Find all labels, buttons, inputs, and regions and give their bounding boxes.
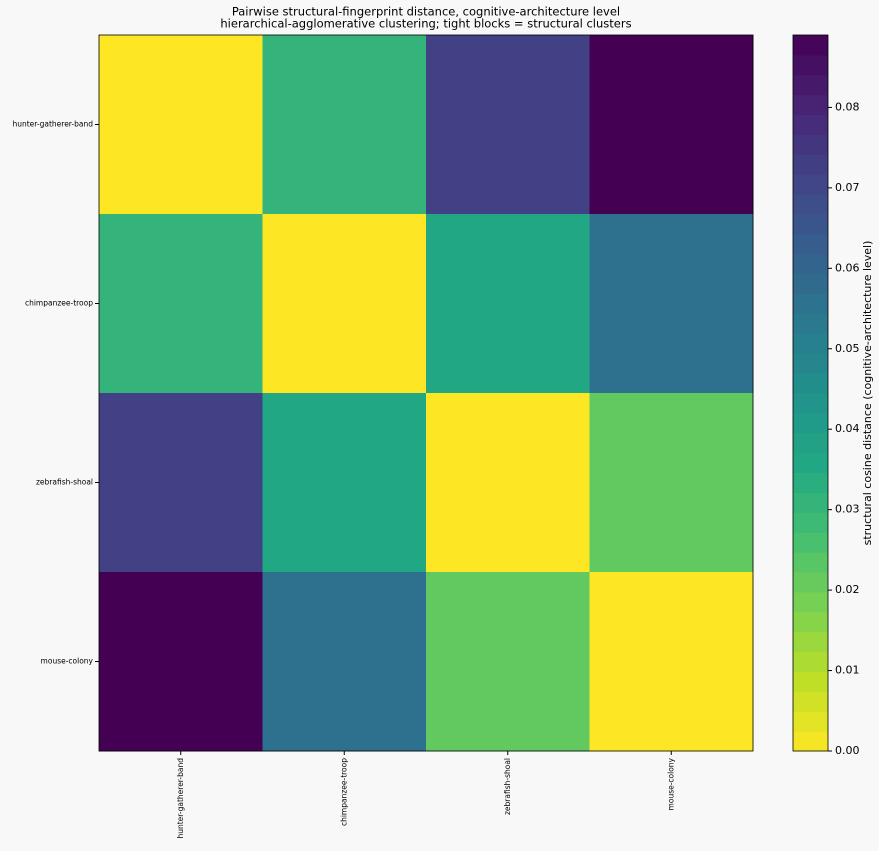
colorbar-segment [793, 512, 828, 533]
x-tick-label: zebrafish-shoal [503, 758, 512, 815]
colorbar-segment [793, 611, 828, 633]
colorbar-label: structural cosine distance (cognitive-ar… [861, 241, 874, 546]
colorbar-segment [793, 253, 828, 275]
y-tick-label: mouse-colony [41, 657, 94, 666]
colorbar-segment [793, 393, 828, 414]
colorbar-segment [793, 412, 828, 434]
y-tick-label: hunter-gatherer-band [12, 120, 93, 129]
x-tick-label: hunter-gatherer-band [176, 758, 185, 839]
colorbar-segment [793, 432, 828, 454]
heatmap-cell [262, 393, 427, 573]
colorbar-segment [793, 154, 828, 175]
heatmap-cell [262, 214, 427, 394]
y-tick-label: zebrafish-shoal [36, 478, 93, 487]
chart-title: Pairwise structural-fingerprint distance… [232, 5, 620, 19]
colorbar-segment [793, 373, 828, 394]
colorbar-segment [793, 671, 828, 692]
colorbar-segment [793, 651, 828, 672]
chart-subtitle: hierarchical-agglomerative clustering; t… [220, 17, 631, 31]
colorbar-segment [793, 691, 828, 712]
colorbar-segment [793, 134, 828, 155]
colorbar-segment [793, 532, 828, 553]
colorbar-segment [793, 273, 828, 295]
colorbar-segment [793, 492, 828, 513]
plot-frame [98, 34, 754, 752]
colorbar-tick-label: 0.00 [835, 744, 860, 757]
colorbar-segment [793, 174, 828, 195]
heatmap-cell [99, 214, 263, 394]
colorbar-segment [793, 194, 828, 215]
x-tick-label: chimpanzee-troop [339, 758, 348, 826]
colorbar-segment [793, 452, 828, 474]
colorbar-segment [793, 114, 828, 135]
colorbar-segment [793, 472, 828, 493]
colorbar-segment [793, 94, 828, 116]
colorbar-segment [793, 333, 828, 354]
colorbar-segment [793, 74, 828, 96]
colorbar-tick-label: 0.02 [835, 583, 860, 596]
colorbar-segment [793, 711, 828, 732]
heatmap-cell [589, 572, 754, 752]
colorbar-segment [793, 214, 828, 235]
heatmap-cell [99, 393, 263, 573]
heatmap-cell [426, 35, 590, 215]
colorbar-segment [793, 313, 828, 334]
heatmap-cell [426, 214, 590, 394]
heatmap-cell [99, 572, 263, 752]
heatmap-cell [426, 393, 590, 573]
colorbar-segment [793, 233, 828, 255]
colorbar-segment [793, 591, 828, 613]
heatmap-cell [262, 35, 427, 215]
colorbar-segment [793, 731, 828, 752]
colorbar-segment [793, 54, 828, 76]
colorbar-segment [793, 572, 828, 593]
heatmap-cell [262, 572, 427, 752]
colorbar-tick-label: 0.06 [835, 261, 860, 274]
heatmap-cell [589, 35, 754, 215]
heatmap-cell [589, 393, 754, 573]
colorbar-segment [793, 353, 828, 374]
colorbar-segment [793, 293, 828, 314]
colorbar-tick-label: 0.05 [835, 342, 860, 355]
colorbar-segment [793, 35, 828, 56]
colorbar-frame [792, 34, 829, 752]
colorbar-tick-label: 0.08 [835, 100, 860, 113]
colorbar-tick-label: 0.07 [835, 181, 860, 194]
colorbar-tick-label: 0.04 [835, 422, 860, 435]
colorbar-tick-label: 0.01 [835, 664, 860, 677]
colorbar-segment [793, 552, 828, 573]
colorbar-segment [793, 631, 828, 653]
x-tick-label: mouse-colony [666, 757, 675, 810]
heatmap-cell [589, 214, 754, 394]
colorbar-tick-label: 0.03 [835, 503, 860, 516]
heatmap-cell [426, 572, 590, 752]
y-tick-label: chimpanzee-troop [25, 299, 93, 308]
heatmap-cell [99, 35, 263, 215]
